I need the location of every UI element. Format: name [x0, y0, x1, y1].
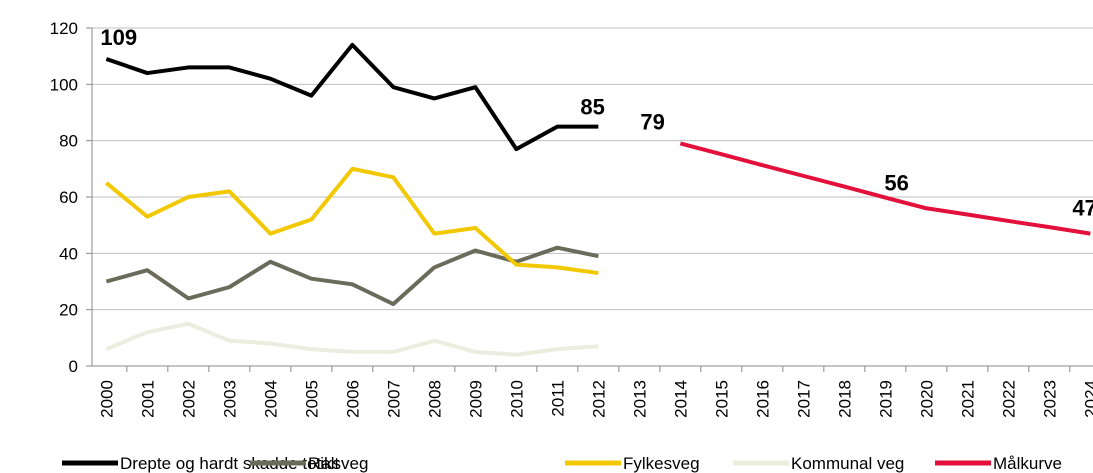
series-line: [105, 42, 599, 152]
series-line: [105, 166, 599, 276]
x-tick-label: 2021: [958, 380, 977, 418]
x-tick-label: 2010: [507, 380, 526, 418]
x-tick-label: 2024: [1081, 380, 1093, 418]
x-tick-label: 2001: [138, 380, 157, 418]
y-tick-label: 120: [50, 19, 78, 38]
x-tick-label: 2003: [220, 380, 239, 418]
legend-label: Drepte og hardt skadde totalt: [120, 454, 340, 473]
legend-label: Målkurve: [993, 454, 1062, 473]
y-tick-label: 0: [69, 357, 78, 376]
series-line: [105, 321, 599, 357]
y-tick-label: 60: [59, 188, 78, 207]
x-tick-label: 2015: [712, 380, 731, 418]
x-tick-label: 2016: [753, 380, 772, 418]
x-tick-label: 2014: [671, 380, 690, 418]
y-tick-label: 20: [59, 301, 78, 320]
x-tick-label: 2018: [835, 380, 854, 418]
x-tick-label: 2005: [302, 380, 321, 418]
y-tick-label: 100: [50, 75, 78, 94]
legend-label: Riksveg: [308, 454, 368, 473]
legend-label: Fylkesveg: [623, 454, 700, 473]
x-tick-label: 2008: [425, 380, 444, 418]
x-tick-label: 2023: [1040, 380, 1059, 418]
y-tick-label: 40: [59, 244, 78, 263]
x-tick-label: 2017: [794, 380, 813, 418]
x-tick-label: 2012: [589, 380, 608, 418]
x-tick-label: 2002: [179, 380, 198, 418]
x-tick-label: 2006: [343, 380, 362, 418]
data-label: 56: [884, 170, 908, 195]
y-tick-label: 80: [59, 132, 78, 151]
data-label: 47: [1072, 196, 1093, 221]
series-line: [105, 245, 599, 307]
x-tick-label: 2004: [261, 380, 280, 418]
data-label: 109: [100, 25, 137, 50]
x-tick-label: 2020: [917, 380, 936, 418]
x-tick-label: 2000: [97, 380, 116, 418]
x-tick-label: 2013: [630, 380, 649, 418]
data-label: 85: [580, 95, 604, 120]
data-label: 79: [640, 109, 664, 134]
x-tick-label: 2019: [876, 380, 895, 418]
series-line: [679, 141, 1091, 236]
x-tick-label: 2009: [466, 380, 485, 418]
x-tick-label: 2007: [384, 380, 403, 418]
x-tick-label: 2011: [548, 380, 567, 417]
legend-label: Kommunal veg: [791, 454, 904, 473]
x-tick-label: 2022: [999, 380, 1018, 418]
